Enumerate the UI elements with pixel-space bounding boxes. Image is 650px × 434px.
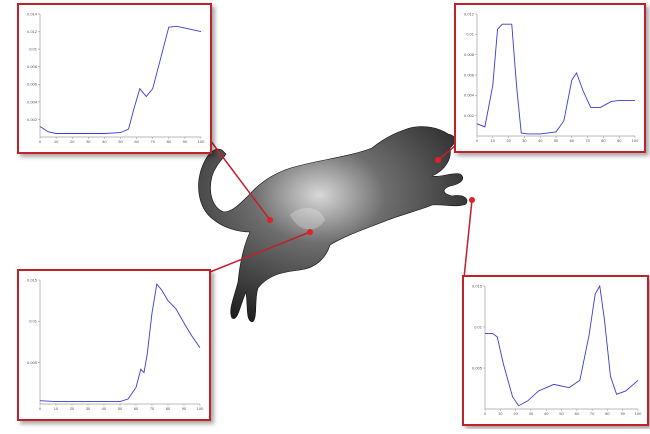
y-tick-label: 0.006 xyxy=(27,82,38,87)
x-tick-label: 50 xyxy=(554,138,559,143)
x-tick-label: 30 xyxy=(529,411,534,416)
chart-panel: 0 10 20 30 40 50 60 70 80 90 100 0.005 0.01 0.015 xyxy=(462,275,649,426)
y-tick-label: 0.002 xyxy=(464,113,475,118)
callout-dot xyxy=(267,217,273,223)
x-tick-label: 50 xyxy=(118,139,123,144)
panel-frame xyxy=(462,275,649,426)
x-tick-label: 80 xyxy=(166,406,171,411)
y-tick-label: 0.002 xyxy=(27,117,38,122)
y-tick-label: 0.012 xyxy=(27,29,38,34)
y-tick-label: 0.015 xyxy=(472,283,483,288)
x-tick-label: 40 xyxy=(102,406,107,411)
chart-panel: 0 10 20 30 40 50 60 70 80 90 100 0.002 0.004 0.006 0.0… xyxy=(454,3,646,153)
x-tick-label: 0 xyxy=(476,138,479,143)
y-tick-label: 0.008 xyxy=(464,52,475,57)
callout-dot xyxy=(435,157,441,163)
x-tick-label: 100 xyxy=(632,138,639,143)
x-tick-label: 60 xyxy=(134,406,139,411)
x-tick-label: 100 xyxy=(198,139,205,144)
panel-frame xyxy=(17,269,211,421)
x-tick-label: 70 xyxy=(585,138,590,143)
x-tick-label: 90 xyxy=(182,406,187,411)
x-tick-label: 40 xyxy=(538,138,543,143)
y-tick-label: 0.005 xyxy=(472,365,483,370)
x-tick-label: 90 xyxy=(620,411,625,416)
callout-line xyxy=(209,231,311,273)
x-tick-label: 80 xyxy=(601,138,606,143)
y-tick-label: 0.01 xyxy=(474,324,483,329)
y-tick-label: 0.01 xyxy=(29,47,38,52)
x-tick-label: 100 xyxy=(635,411,642,416)
callout-line xyxy=(209,139,271,221)
x-tick-label: 20 xyxy=(513,411,518,416)
x-tick-label: 40 xyxy=(544,411,549,416)
y-tick-label: 0.01 xyxy=(29,319,38,324)
x-tick-label: 70 xyxy=(590,411,595,416)
chart-panel: 0 10 20 30 40 50 60 70 80 90 100 0.002 0.004 0.006 0.0… xyxy=(17,3,212,154)
x-tick-label: 0 xyxy=(39,406,42,411)
x-tick-label: 0 xyxy=(39,139,42,144)
y-tick-label: 0.004 xyxy=(27,99,38,104)
x-tick-label: 20 xyxy=(70,139,75,144)
y-tick-label: 0.015 xyxy=(27,277,38,282)
x-tick-label: 90 xyxy=(183,139,188,144)
x-tick-label: 30 xyxy=(86,406,91,411)
x-tick-label: 80 xyxy=(605,411,610,416)
data-line xyxy=(485,284,639,407)
callout-line xyxy=(437,145,456,161)
callout-lines xyxy=(209,139,473,279)
x-tick-label: 70 xyxy=(150,139,155,144)
x-tick-label: 20 xyxy=(70,406,75,411)
x-tick-label: 90 xyxy=(617,138,622,143)
cat-model xyxy=(198,126,468,323)
x-tick-label: 10 xyxy=(54,139,59,144)
y-tick-label: 0.008 xyxy=(27,64,38,69)
x-tick-label: 10 xyxy=(491,138,496,143)
x-tick-label: 60 xyxy=(134,139,139,144)
x-tick-label: 50 xyxy=(559,411,564,416)
data-line xyxy=(39,283,201,402)
data-line xyxy=(39,25,202,134)
callout-dot xyxy=(307,229,313,235)
x-tick-label: 40 xyxy=(102,139,107,144)
y-tick-label: 0.004 xyxy=(464,93,475,98)
chart-panel: 0 10 20 30 40 50 60 70 80 90 100 0.005 0.01 0.015 xyxy=(17,269,211,421)
x-tick-label: 100 xyxy=(197,406,204,411)
y-tick-label: 0.01 xyxy=(466,32,475,37)
x-tick-label: 60 xyxy=(575,411,580,416)
callout-dots xyxy=(267,157,475,235)
panel-frame xyxy=(454,3,646,153)
callout-line xyxy=(463,199,473,279)
data-line xyxy=(476,23,635,135)
callout-dot xyxy=(469,197,475,203)
x-tick-label: 30 xyxy=(522,138,527,143)
x-tick-label: 20 xyxy=(506,138,511,143)
y-tick-label: 0.012 xyxy=(464,11,475,16)
y-tick-label: 0.005 xyxy=(27,360,38,365)
x-tick-label: 30 xyxy=(86,139,91,144)
x-tick-label: 60 xyxy=(570,138,575,143)
x-tick-label: 10 xyxy=(54,406,59,411)
y-tick-label: 0.014 xyxy=(27,11,38,16)
x-tick-label: 80 xyxy=(167,139,172,144)
x-tick-label: 50 xyxy=(118,406,123,411)
y-tick-label: 0.006 xyxy=(464,72,475,77)
x-tick-label: 10 xyxy=(498,411,503,416)
x-tick-label: 0 xyxy=(484,411,487,416)
x-tick-label: 70 xyxy=(150,406,155,411)
panel-frame xyxy=(17,3,212,154)
